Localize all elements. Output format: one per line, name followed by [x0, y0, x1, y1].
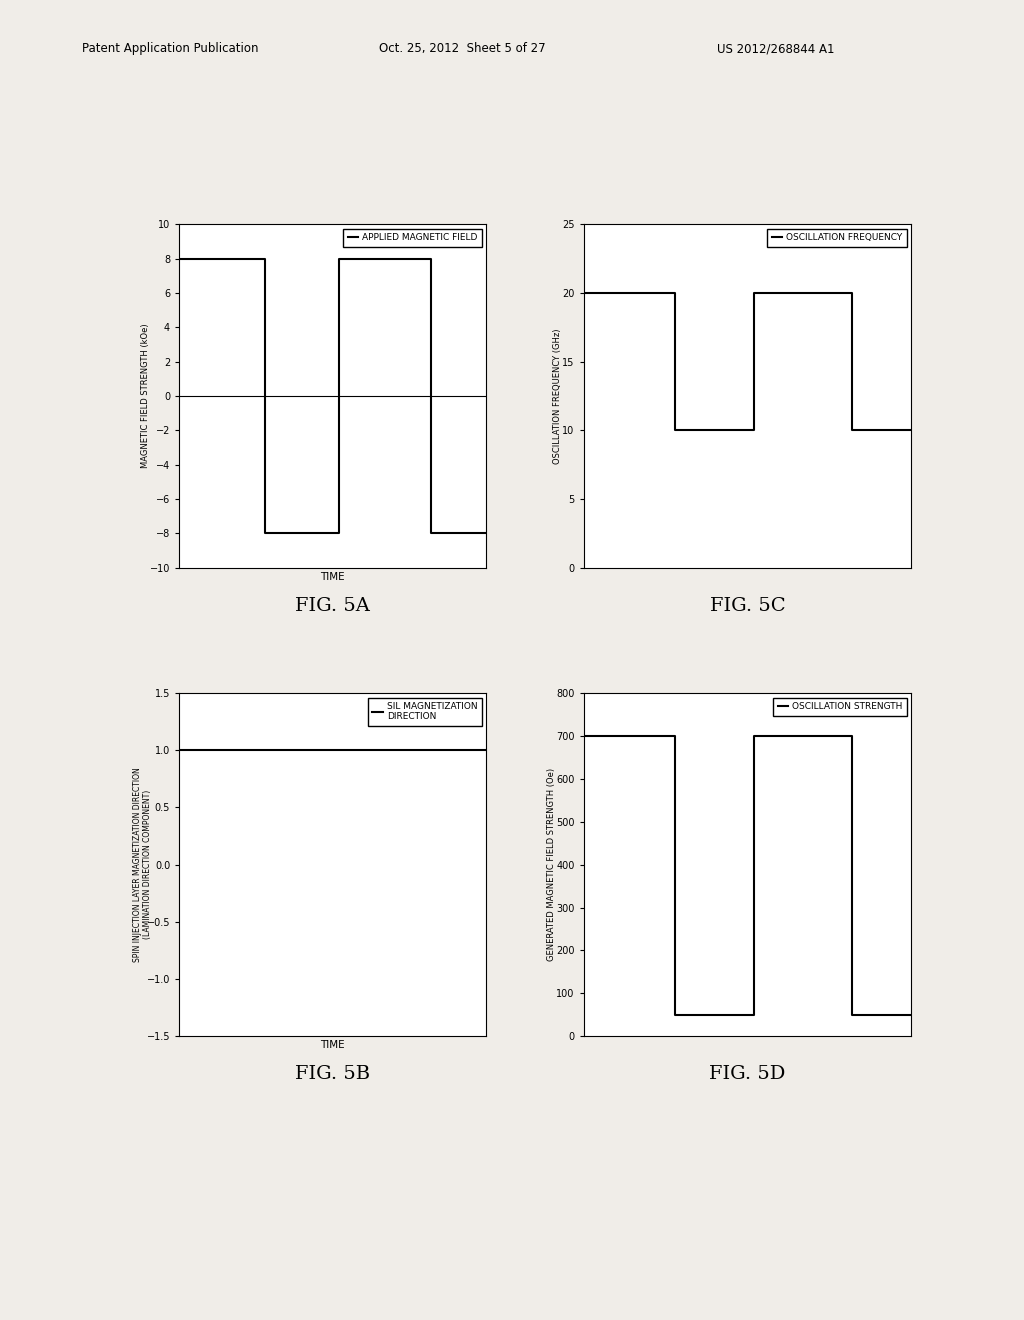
Text: Oct. 25, 2012  Sheet 5 of 27: Oct. 25, 2012 Sheet 5 of 27 — [379, 42, 546, 55]
Y-axis label: GENERATED MAGNETIC FIELD STRENGTH (Oe): GENERATED MAGNETIC FIELD STRENGTH (Oe) — [548, 768, 556, 961]
Text: FIG. 5C: FIG. 5C — [710, 597, 785, 615]
Y-axis label: MAGNETIC FIELD STRENGTH (kOe): MAGNETIC FIELD STRENGTH (kOe) — [141, 323, 151, 469]
X-axis label: TIME: TIME — [321, 572, 345, 582]
Text: FIG. 5B: FIG. 5B — [295, 1065, 371, 1084]
Legend: OSCILLATION FREQUENCY: OSCILLATION FREQUENCY — [767, 228, 907, 247]
Y-axis label: SPIN INJECTION LAYER MAGNETIZATION DIRECTION
(LAMINATION DIRECTION COMPONENT): SPIN INJECTION LAYER MAGNETIZATION DIREC… — [133, 767, 153, 962]
Legend: OSCILLATION STRENGTH: OSCILLATION STRENGTH — [773, 697, 907, 715]
Text: FIG. 5A: FIG. 5A — [295, 597, 371, 615]
X-axis label: TIME: TIME — [321, 1040, 345, 1051]
Y-axis label: OSCILLATION FREQUENCY (GHz): OSCILLATION FREQUENCY (GHz) — [554, 329, 562, 463]
Text: Patent Application Publication: Patent Application Publication — [82, 42, 258, 55]
Legend: SIL MAGNETIZATION
DIRECTION: SIL MAGNETIZATION DIRECTION — [368, 697, 482, 726]
Legend: APPLIED MAGNETIC FIELD: APPLIED MAGNETIC FIELD — [343, 228, 482, 247]
Text: FIG. 5D: FIG. 5D — [710, 1065, 785, 1084]
Text: US 2012/268844 A1: US 2012/268844 A1 — [717, 42, 835, 55]
